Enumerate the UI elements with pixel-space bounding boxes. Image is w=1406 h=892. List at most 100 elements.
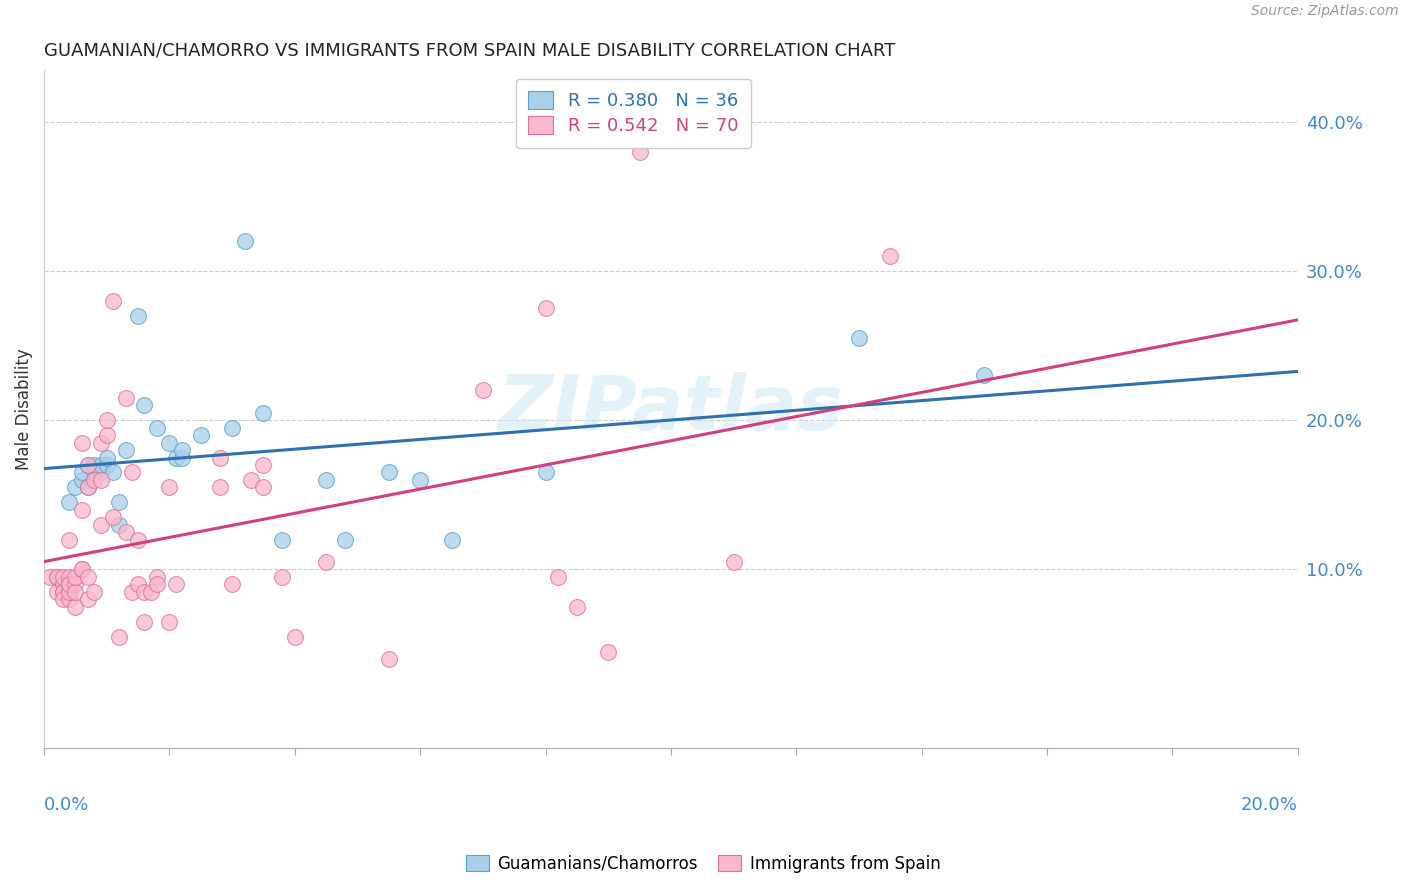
Point [89,466,111,480]
Point [252,458,274,472]
Point [271,570,294,584]
Text: 0.0%: 0.0% [44,796,90,814]
Point [45,570,67,584]
Point [114,525,136,540]
Point [70,466,93,480]
Point [146,570,169,584]
Point [58,577,80,591]
Point [114,391,136,405]
Text: Source: ZipAtlas.com: Source: ZipAtlas.com [1251,4,1399,19]
Point [77,458,100,472]
Text: 20.0%: 20.0% [1241,796,1298,814]
Point [534,301,557,316]
Point [146,421,169,435]
Point [146,577,169,591]
Point [83,473,105,487]
Point [315,555,337,569]
Point [252,480,274,494]
Point [159,480,181,494]
Point [65,584,87,599]
Point [96,458,118,472]
Point [165,450,187,465]
Point [378,466,401,480]
Point [39,570,62,584]
Point [165,577,187,591]
Point [221,577,243,591]
Text: ZIPatlas: ZIPatlas [498,372,844,446]
Point [534,466,557,480]
Point [233,234,256,248]
Legend: R = 0.380   N = 36, R = 0.542   N = 70: R = 0.380 N = 36, R = 0.542 N = 70 [516,78,751,148]
Point [565,599,588,614]
Point [58,577,80,591]
Point [83,458,105,472]
Point [77,480,100,494]
Point [114,443,136,458]
Point [52,584,75,599]
Point [134,615,156,629]
Point [70,562,93,576]
Point [723,555,745,569]
Point [170,450,193,465]
Point [108,630,131,644]
Point [89,435,111,450]
Point [108,517,131,532]
Point [848,331,870,345]
Point [108,495,131,509]
Point [547,570,569,584]
Point [879,249,901,263]
Point [101,466,124,480]
Point [284,630,307,644]
Point [96,428,118,442]
Point [271,533,294,547]
Point [208,450,231,465]
Point [96,450,118,465]
Point [58,533,80,547]
Point [77,458,100,472]
Text: GUAMANIAN/CHAMORRO VS IMMIGRANTS FROM SPAIN MALE DISABILITY CORRELATION CHART: GUAMANIAN/CHAMORRO VS IMMIGRANTS FROM SP… [44,42,896,60]
Point [598,644,620,658]
Point [83,584,105,599]
Point [127,533,149,547]
Point [139,584,162,599]
Point [77,480,100,494]
Point [89,458,111,472]
Point [89,473,111,487]
Point [127,577,149,591]
Point [440,533,463,547]
Point [52,570,75,584]
Point [65,577,87,591]
Point [101,510,124,524]
Y-axis label: Male Disability: Male Disability [15,348,32,470]
Point [58,584,80,599]
Point [409,473,432,487]
Point [70,562,93,576]
Point [45,584,67,599]
Point [58,570,80,584]
Point [65,570,87,584]
Point [471,384,494,398]
Point [378,652,401,666]
Point [52,592,75,607]
Legend: Guamanians/Chamorros, Immigrants from Spain: Guamanians/Chamorros, Immigrants from Sp… [458,848,948,880]
Point [190,428,212,442]
Point [134,584,156,599]
Point [239,473,262,487]
Point [208,480,231,494]
Point [58,584,80,599]
Point [121,466,143,480]
Point [973,368,995,383]
Point [121,584,143,599]
Point [315,473,337,487]
Point [134,398,156,412]
Point [70,502,93,516]
Point [70,435,93,450]
Point [159,615,181,629]
Point [83,466,105,480]
Point [89,517,111,532]
Point [52,584,75,599]
Point [77,592,100,607]
Point [52,577,75,591]
Point [58,495,80,509]
Point [77,570,100,584]
